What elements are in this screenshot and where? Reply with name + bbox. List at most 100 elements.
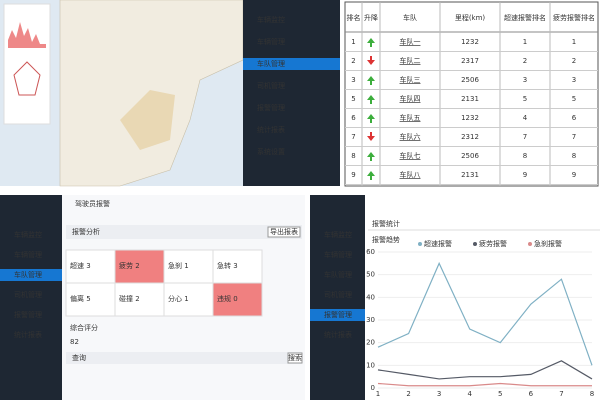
cell xyxy=(65,282,116,317)
trend-arrow xyxy=(367,76,375,85)
y-tick-label: 0 xyxy=(371,384,375,392)
menu-item[interactable]: 统计报表 xyxy=(324,330,352,339)
line xyxy=(377,261,593,366)
sidebar xyxy=(310,195,365,400)
cell xyxy=(65,249,116,284)
sparkline xyxy=(8,22,46,48)
table-cell: 2131 xyxy=(461,171,479,179)
table-cell: 1 xyxy=(351,38,355,46)
table-cell: 3 xyxy=(572,76,576,84)
x-tick-label: 6 xyxy=(529,390,534,398)
y-tick-label: 20 xyxy=(366,339,375,347)
table-cell: 1 xyxy=(523,38,527,46)
table-cell[interactable]: 车队五 xyxy=(400,113,421,122)
y-tick-label: 10 xyxy=(366,361,375,369)
table-cell: 1232 xyxy=(461,114,479,122)
x-tick-label: 7 xyxy=(559,390,563,398)
menu-item[interactable]: 报警管理 xyxy=(257,103,285,112)
table-cell[interactable]: 车队二 xyxy=(400,56,421,65)
cell-label: 超速 3 xyxy=(70,261,91,270)
legend-label[interactable]: 急刹报警 xyxy=(534,239,562,248)
y-tick-label: 30 xyxy=(366,316,375,324)
line xyxy=(377,382,592,387)
score-label: 综合评分 xyxy=(70,323,98,332)
menu-active xyxy=(310,309,365,321)
menu-item[interactable]: 统计报表 xyxy=(14,330,42,339)
y-tick-label: 50 xyxy=(366,271,375,279)
table-cell: 5 xyxy=(572,95,576,103)
legend-label[interactable]: 超速报警 xyxy=(424,239,452,248)
legend-swatch xyxy=(528,242,532,246)
table-header: 里程(km) xyxy=(455,13,486,22)
query-bar xyxy=(66,352,302,364)
score: 82 xyxy=(70,338,79,346)
cell xyxy=(114,282,165,317)
menu-item[interactable]: 车辆管理 xyxy=(257,37,285,46)
trend-arrow xyxy=(367,152,375,161)
legend-swatch xyxy=(418,242,422,246)
table-cell: 9 xyxy=(351,171,355,179)
trend-arrow xyxy=(367,114,375,123)
table-cell[interactable]: 车队一 xyxy=(400,37,421,46)
cell-label: 违规 0 xyxy=(217,294,238,303)
menu-item[interactable]: 车队管理 xyxy=(257,59,285,68)
cell-label: 偏离 5 xyxy=(70,294,91,303)
table-cell[interactable]: 车队四 xyxy=(400,94,421,103)
menu-item[interactable]: 统计报表 xyxy=(257,125,285,134)
menu-active xyxy=(0,269,62,281)
menu-item[interactable]: 车辆监控 xyxy=(324,230,352,239)
y-tick-label: 40 xyxy=(366,293,375,301)
cell xyxy=(163,282,214,317)
trend-arrow xyxy=(367,95,375,104)
menu-item[interactable]: 司机管理 xyxy=(324,290,352,299)
table-cell[interactable]: 车队六 xyxy=(400,132,421,141)
x-tick-label: 4 xyxy=(467,390,472,398)
cell-label: 急转 3 xyxy=(217,261,238,270)
menu-item[interactable]: 系统设置 xyxy=(257,147,285,156)
menu-item[interactable]: 车辆管理 xyxy=(324,250,352,259)
table-cell: 1232 xyxy=(461,38,479,46)
menu-item[interactable]: 车队管理 xyxy=(324,270,352,279)
trend-arrow xyxy=(367,38,375,47)
button[interactable] xyxy=(287,352,303,364)
menu-item[interactable]: 报警管理 xyxy=(14,310,42,319)
x-tick-label: 3 xyxy=(437,390,441,398)
region xyxy=(120,90,175,150)
menu-item[interactable]: 车辆监控 xyxy=(14,230,42,239)
table-cell: 2506 xyxy=(461,76,479,84)
x-tick-label: 2 xyxy=(406,390,410,398)
cell xyxy=(212,249,263,284)
menu-item[interactable]: 车队管理 xyxy=(14,270,42,279)
button[interactable] xyxy=(267,226,301,238)
cell-label: 疲劳 2 xyxy=(119,261,140,270)
legend-label[interactable]: 疲劳报警 xyxy=(479,239,507,248)
table-cell: 7 xyxy=(572,133,576,141)
table-cell: 2312 xyxy=(461,133,479,141)
table-cell: 8 xyxy=(351,152,355,160)
menu-item[interactable]: 报警管理 xyxy=(324,310,352,319)
table-cell: 9 xyxy=(572,171,576,179)
table-cell: 4 xyxy=(523,114,528,122)
table-header: 排名 xyxy=(347,13,361,22)
tab[interactable]: 报警统计 xyxy=(372,219,400,228)
line xyxy=(377,360,593,380)
menu-item[interactable]: 车辆管理 xyxy=(14,250,42,259)
menu-item[interactable]: 司机管理 xyxy=(14,290,42,299)
query-label: 查询 xyxy=(72,353,86,362)
menu-item[interactable]: 车辆监控 xyxy=(257,15,285,24)
y-tick-label: 60 xyxy=(366,248,375,256)
chart-title: 报警趋势 xyxy=(372,235,400,244)
menu-item[interactable]: 司机管理 xyxy=(257,81,285,90)
table-cell[interactable]: 车队七 xyxy=(400,151,421,160)
table-cell: 7 xyxy=(523,133,527,141)
button-label: 导出报表 xyxy=(270,227,298,236)
table-cell: 8 xyxy=(523,152,527,160)
trend-arrow xyxy=(367,56,375,65)
table-cell[interactable]: 车队八 xyxy=(400,170,421,179)
table-cell: 2 xyxy=(572,57,576,65)
sidebar xyxy=(243,0,340,186)
table-cell: 6 xyxy=(572,114,577,122)
cell-label: 碰撞 2 xyxy=(119,294,140,303)
table-cell[interactable]: 车队三 xyxy=(400,75,421,84)
